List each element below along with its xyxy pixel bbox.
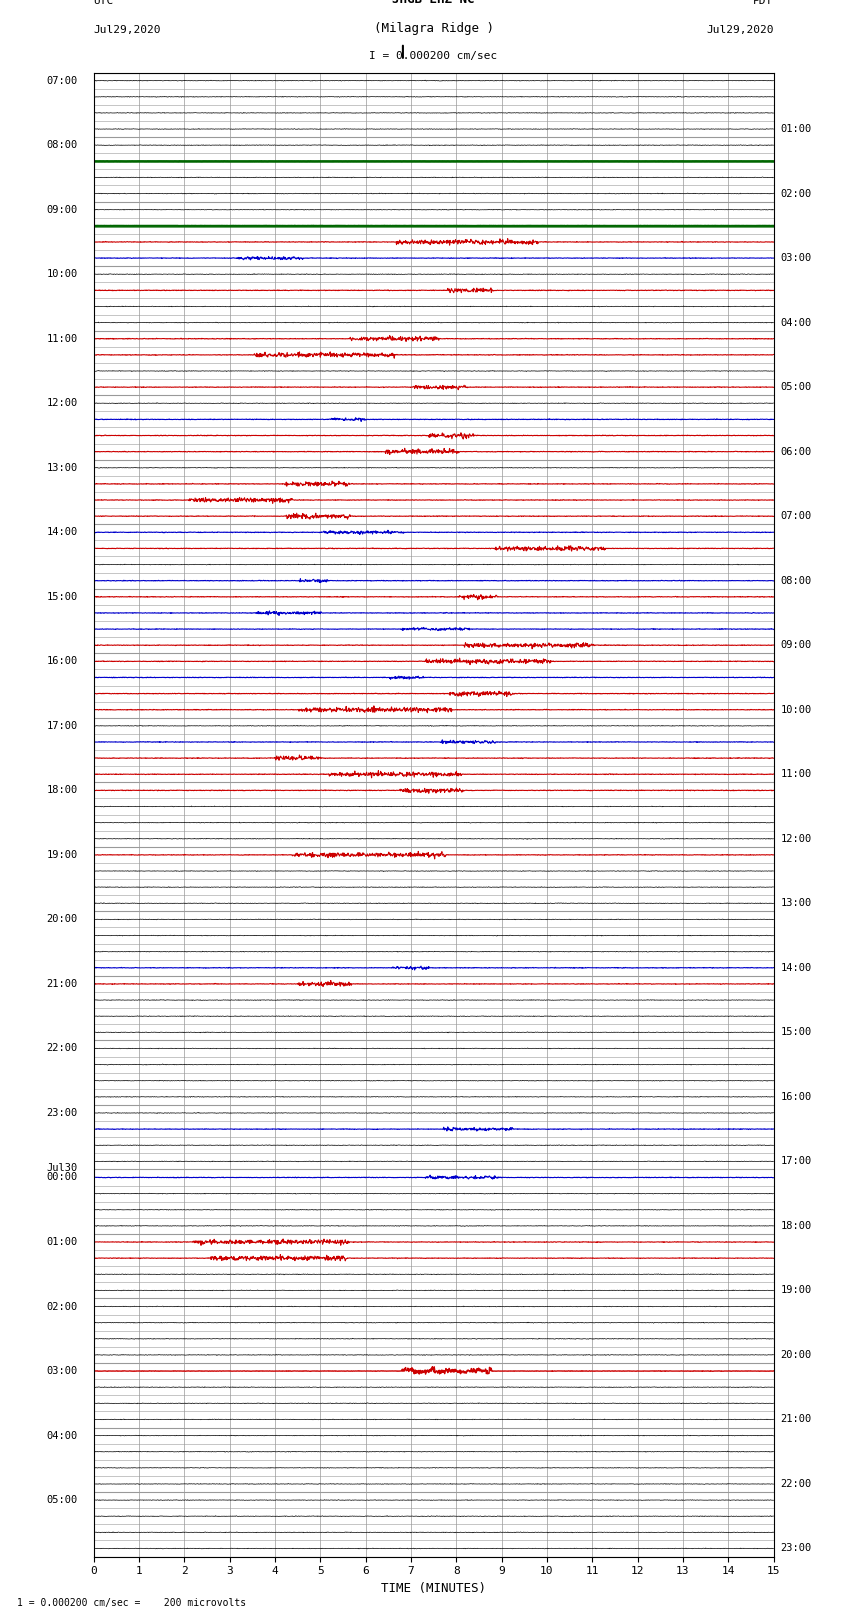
Text: 07:00: 07:00 xyxy=(47,76,77,85)
Text: Jul29,2020: Jul29,2020 xyxy=(94,26,161,35)
Text: 00:00: 00:00 xyxy=(47,1173,77,1182)
X-axis label: TIME (MINUTES): TIME (MINUTES) xyxy=(381,1582,486,1595)
Text: 13:00: 13:00 xyxy=(780,898,812,908)
Text: 10:00: 10:00 xyxy=(780,705,812,715)
Text: 20:00: 20:00 xyxy=(47,915,77,924)
Text: 14:00: 14:00 xyxy=(47,527,77,537)
Text: 01:00: 01:00 xyxy=(47,1237,77,1247)
Text: 22:00: 22:00 xyxy=(780,1479,812,1489)
Text: 03:00: 03:00 xyxy=(780,253,812,263)
Text: 23:00: 23:00 xyxy=(780,1544,812,1553)
Text: 05:00: 05:00 xyxy=(47,1495,77,1505)
Text: 16:00: 16:00 xyxy=(47,656,77,666)
Text: 08:00: 08:00 xyxy=(47,140,77,150)
Text: 21:00: 21:00 xyxy=(780,1415,812,1424)
Text: PDT: PDT xyxy=(753,0,774,6)
Text: 1 = 0.000200 cm/sec =    200 microvolts: 1 = 0.000200 cm/sec = 200 microvolts xyxy=(17,1598,246,1608)
Text: 19:00: 19:00 xyxy=(780,1286,812,1295)
Text: 11:00: 11:00 xyxy=(47,334,77,344)
Text: 20:00: 20:00 xyxy=(780,1350,812,1360)
Text: JHGB EHZ NC: JHGB EHZ NC xyxy=(392,0,475,6)
Text: 01:00: 01:00 xyxy=(780,124,812,134)
Text: 17:00: 17:00 xyxy=(47,721,77,731)
Text: 12:00: 12:00 xyxy=(47,398,77,408)
Text: 08:00: 08:00 xyxy=(780,576,812,586)
Text: 19:00: 19:00 xyxy=(47,850,77,860)
Text: Jul30: Jul30 xyxy=(47,1163,77,1173)
Text: 09:00: 09:00 xyxy=(780,640,812,650)
Text: 11:00: 11:00 xyxy=(780,769,812,779)
Text: 09:00: 09:00 xyxy=(47,205,77,215)
Text: Jul29,2020: Jul29,2020 xyxy=(706,26,774,35)
Text: 16:00: 16:00 xyxy=(780,1092,812,1102)
Text: 04:00: 04:00 xyxy=(780,318,812,327)
Text: 02:00: 02:00 xyxy=(47,1302,77,1311)
Text: 17:00: 17:00 xyxy=(780,1157,812,1166)
Text: 06:00: 06:00 xyxy=(780,447,812,456)
Text: 14:00: 14:00 xyxy=(780,963,812,973)
Text: 15:00: 15:00 xyxy=(47,592,77,602)
Text: 07:00: 07:00 xyxy=(780,511,812,521)
Text: 22:00: 22:00 xyxy=(47,1044,77,1053)
Text: 21:00: 21:00 xyxy=(47,979,77,989)
Text: 15:00: 15:00 xyxy=(780,1027,812,1037)
Text: 10:00: 10:00 xyxy=(47,269,77,279)
Text: I = 0.000200 cm/sec: I = 0.000200 cm/sec xyxy=(370,50,497,61)
Text: 12:00: 12:00 xyxy=(780,834,812,844)
Text: 13:00: 13:00 xyxy=(47,463,77,473)
Text: 02:00: 02:00 xyxy=(780,189,812,198)
Text: 23:00: 23:00 xyxy=(47,1108,77,1118)
Text: 18:00: 18:00 xyxy=(780,1221,812,1231)
Text: 04:00: 04:00 xyxy=(47,1431,77,1440)
Text: (Milagra Ridge ): (Milagra Ridge ) xyxy=(373,23,494,35)
Text: 05:00: 05:00 xyxy=(780,382,812,392)
Text: 18:00: 18:00 xyxy=(47,786,77,795)
Text: 03:00: 03:00 xyxy=(47,1366,77,1376)
Text: UTC: UTC xyxy=(94,0,114,6)
